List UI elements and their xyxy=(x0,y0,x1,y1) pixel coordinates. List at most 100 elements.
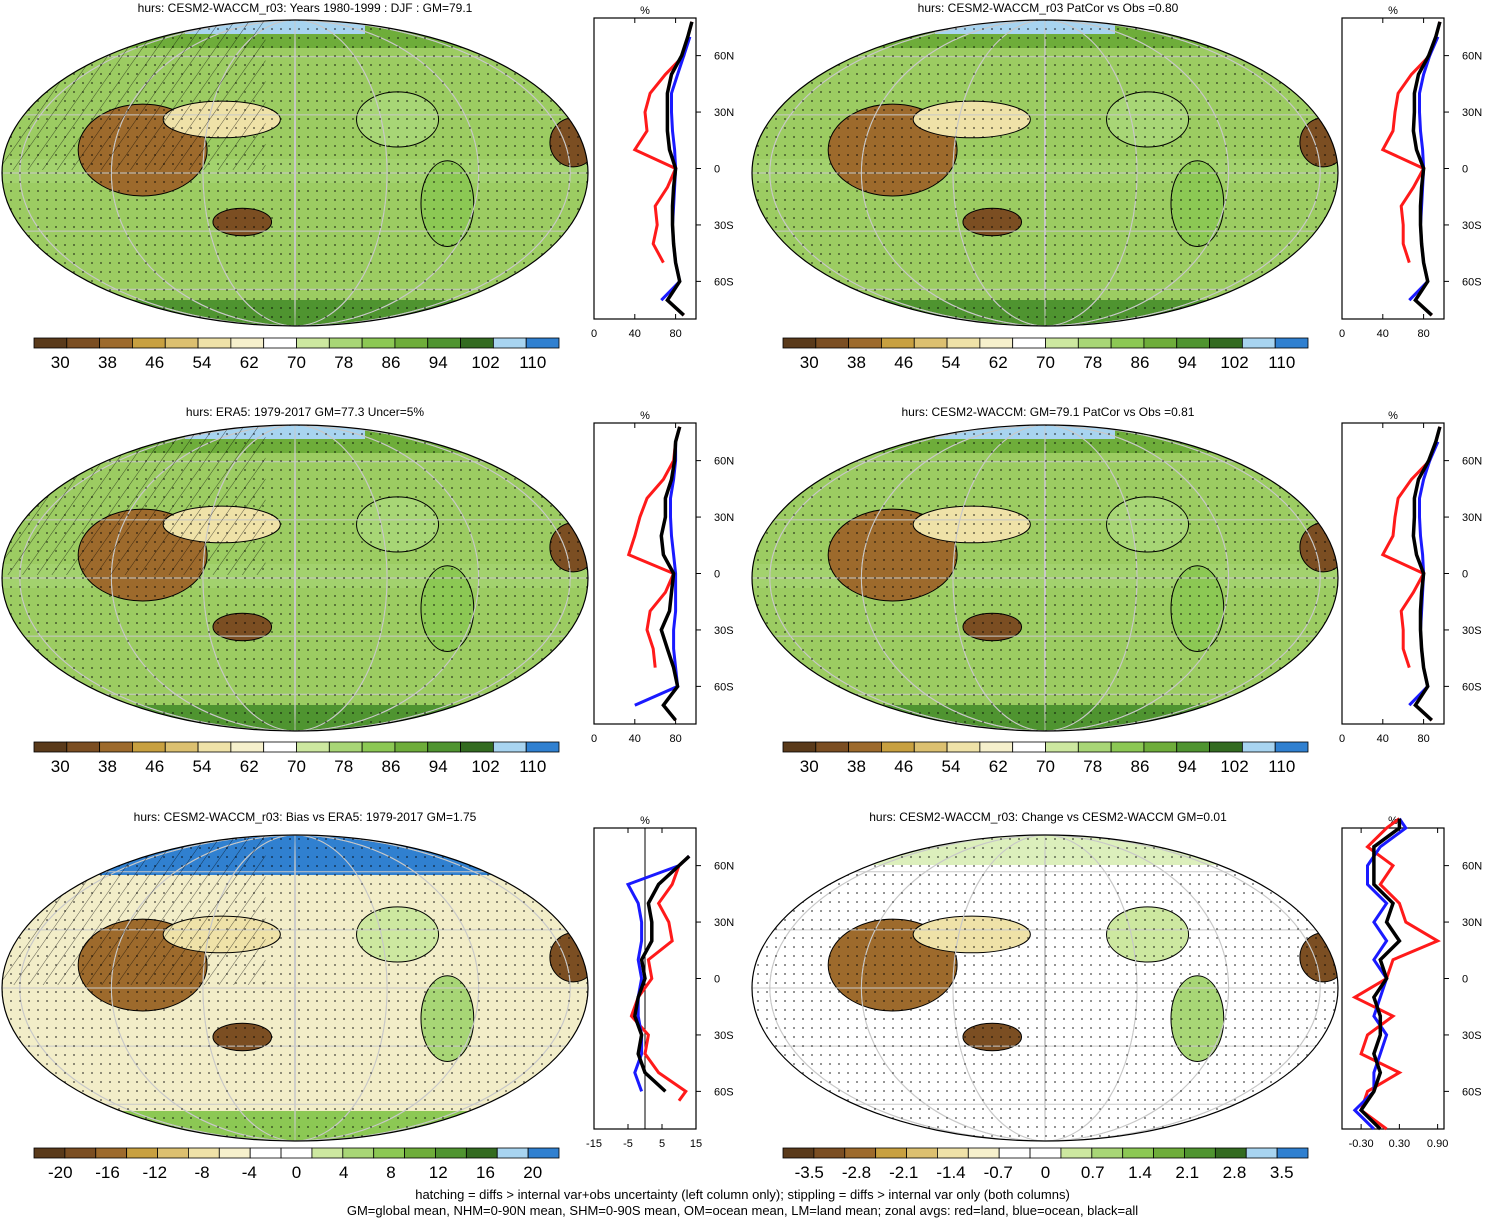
colorbar-tick-label: 78 xyxy=(334,757,353,776)
colorbar-box xyxy=(813,1147,846,1159)
colorbar-box xyxy=(157,1147,189,1159)
colorbar-tick-label: 46 xyxy=(894,353,913,372)
colorbar-tick-label: 62 xyxy=(240,353,259,372)
colorbar-box xyxy=(66,741,101,753)
colorbar-box xyxy=(913,741,948,753)
colorbar-box xyxy=(1110,337,1145,349)
panel-p5: hurs: CESM2-WACCM_r03: Bias vs ERA5: 197… xyxy=(1,810,734,1182)
colorbar-box xyxy=(164,337,199,349)
colorbar-box xyxy=(188,1147,220,1159)
profile-lat-label: 60N xyxy=(1462,51,1482,63)
profile-lat-label: 60S xyxy=(714,1086,734,1098)
colorbar-tick-label: -20 xyxy=(48,1163,73,1182)
profile-lat-label: 60S xyxy=(714,276,734,288)
panel-title: hurs: CESM2-WACCM_r03: Change vs CESM2-W… xyxy=(869,810,1227,824)
colorbar-tick-label: 70 xyxy=(287,757,306,776)
stippling xyxy=(752,425,1338,731)
colorbar-tick-label: 102 xyxy=(471,757,499,776)
map-area xyxy=(2,20,588,326)
colorbar-box xyxy=(328,337,363,349)
profile-line-all xyxy=(1358,818,1402,1131)
map-area xyxy=(752,20,1338,326)
profile-lat-label: 60S xyxy=(1462,681,1482,693)
colorbar-tick-label: -0.7 xyxy=(984,1163,1013,1182)
colorbar-tick-label: 30 xyxy=(51,757,70,776)
colorbar-box xyxy=(394,741,429,753)
colorbar-box xyxy=(296,741,330,753)
colorbar-box xyxy=(1122,1147,1154,1159)
colorbar-box xyxy=(1060,1147,1093,1159)
profile-line-land xyxy=(629,855,691,1102)
profile-x-label: 0 xyxy=(1339,328,1345,340)
profile-x-label: 5 xyxy=(659,1138,665,1150)
colorbar-tick-label: 2.1 xyxy=(1175,1163,1199,1182)
colorbar-tick-label: 110 xyxy=(1268,353,1295,372)
profile-lat-label: 0 xyxy=(714,569,720,581)
colorbar-box xyxy=(848,741,882,753)
colorbar-tick-label: -2.8 xyxy=(842,1163,871,1182)
colorbar-box xyxy=(1274,337,1309,349)
hatching xyxy=(2,425,266,575)
colorbar-box xyxy=(875,1147,907,1159)
colorbar-box xyxy=(132,741,166,753)
colorbar-box xyxy=(33,741,68,753)
colorbar-box xyxy=(1245,1147,1278,1159)
map-area xyxy=(752,425,1338,731)
colorbar-box xyxy=(1110,741,1145,753)
profile-x-label: -15 xyxy=(586,1138,602,1150)
colorbar-tick-label: 94 xyxy=(429,757,448,776)
colorbar-box xyxy=(1045,741,1079,753)
colorbar-box xyxy=(1274,741,1309,753)
colorbar-tick-label: 78 xyxy=(334,353,353,372)
map-outline xyxy=(1,424,589,732)
colorbar-box xyxy=(844,1147,877,1159)
colorbar-tick-label: 54 xyxy=(193,757,212,776)
hatching xyxy=(2,20,266,170)
colorbar-tick-label: 86 xyxy=(1131,353,1150,372)
panel-title: hurs: CESM2-WACCM_r03: Years 1980-1999 :… xyxy=(138,1,473,15)
colorbar-tick-label: -2.1 xyxy=(889,1163,918,1182)
colorbar-box xyxy=(404,1147,436,1159)
profile-xlabel: % xyxy=(1388,5,1398,17)
colorbar-tick-label: 86 xyxy=(382,757,401,776)
colorbar-box xyxy=(1209,741,1243,753)
panel-title: hurs: ERA5: 1979-2017 GM=77.3 Uncer=5% xyxy=(186,405,424,419)
colorbar-box xyxy=(1091,1147,1124,1159)
colorbar-box xyxy=(394,337,429,349)
profile-xlabel: % xyxy=(640,410,650,422)
map-outline xyxy=(751,424,1339,732)
colorbar-box xyxy=(164,741,199,753)
profile-x-label: 40 xyxy=(629,328,641,340)
colorbar-box xyxy=(427,741,461,753)
profile-x-label: 80 xyxy=(669,328,681,340)
colorbar-tick-label: 94 xyxy=(1178,757,1197,776)
colorbar-tick-label: -8 xyxy=(194,1163,209,1182)
colorbar-tick-label: -3.5 xyxy=(795,1163,824,1182)
colorbar-box xyxy=(1029,1147,1062,1159)
colorbar-box xyxy=(328,741,363,753)
colorbar-box xyxy=(815,337,850,349)
colorbar-tick-label: 102 xyxy=(1220,757,1248,776)
colorbar-box xyxy=(95,1147,128,1159)
colorbar-tick-label: 46 xyxy=(145,353,164,372)
profile-lat-label: 0 xyxy=(714,164,720,176)
colorbar-box xyxy=(946,337,981,349)
colorbar-tick-label: 110 xyxy=(519,757,546,776)
colorbar-box xyxy=(311,1147,344,1159)
colorbar-tick-label: 0 xyxy=(292,1163,301,1182)
colorbar-box xyxy=(1045,337,1079,349)
profile-xlabel: % xyxy=(1388,815,1398,827)
colorbar-box xyxy=(1241,337,1276,349)
profile-lat-label: 60S xyxy=(1462,1086,1482,1098)
colorbar-box xyxy=(1012,741,1046,753)
profile-x-label: -5 xyxy=(623,1138,633,1150)
profile-frame xyxy=(593,422,697,725)
colorbar-box xyxy=(998,1147,1031,1159)
colorbar-tick-label: 110 xyxy=(519,353,546,372)
profile-line-all xyxy=(1411,21,1442,317)
colorbar-box xyxy=(99,337,133,349)
colorbar-tick-label: 70 xyxy=(287,353,306,372)
colorbar-box xyxy=(967,1147,1000,1159)
colorbar-box xyxy=(1077,741,1112,753)
colorbar-box xyxy=(1276,1147,1309,1159)
